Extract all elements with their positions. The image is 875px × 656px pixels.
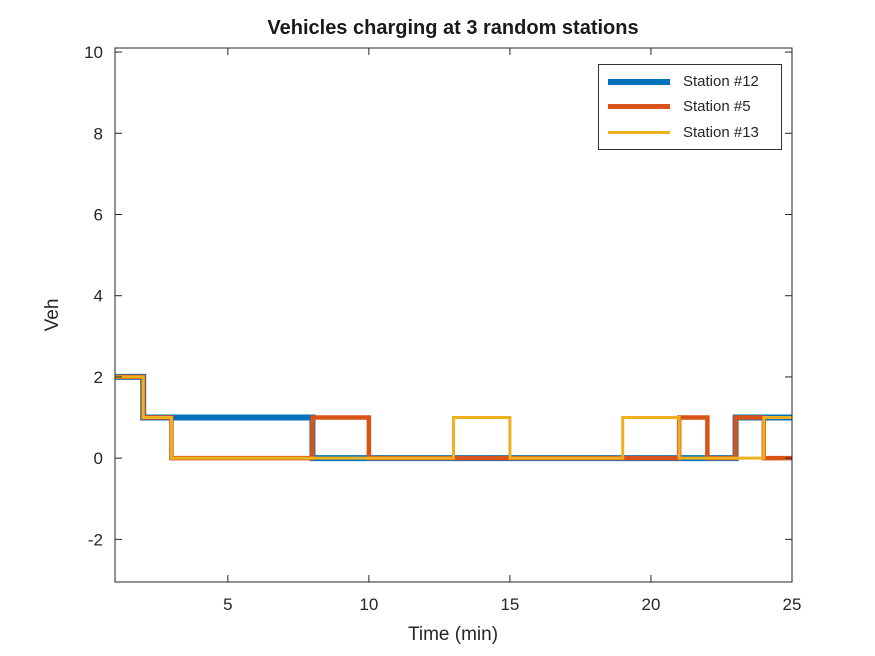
y-tick-label: 4: [94, 287, 103, 306]
legend-entry: Station #5: [608, 98, 781, 115]
x-tick-label: 5: [223, 595, 232, 614]
legend-swatch-line-icon: [608, 104, 670, 110]
x-tick-label: 20: [641, 595, 660, 614]
x-tick-label: 25: [783, 595, 802, 614]
y-tick-labels: -2 0 2 4 6 8 10: [84, 43, 103, 549]
legend-label: Station #5: [683, 98, 751, 116]
x-tick-label: 10: [359, 595, 378, 614]
x-tick-label: 15: [500, 595, 519, 614]
legend-swatch-line-icon: [608, 130, 670, 134]
plot-box: [114, 47, 793, 583]
chart-title: Vehicles charging at 3 random stations: [267, 17, 638, 39]
y-axis-label: Veh: [42, 299, 63, 332]
x-axis-label: Time (min): [408, 624, 498, 645]
y-tick-label: 2: [94, 368, 103, 387]
legend-box: Station #12 Station #5 Station #13: [598, 64, 782, 150]
series-line-station-13: [115, 375, 792, 460]
legend-entry: Station #12: [608, 73, 781, 90]
legend-label: Station #13: [683, 123, 759, 141]
legend-label: Station #12: [683, 73, 759, 91]
y-tick-label: 0: [94, 449, 103, 468]
y-tick-label: 8: [94, 124, 103, 143]
x-tick-labels: 5 10 15 20 25: [223, 595, 801, 614]
y-tick-label: 6: [94, 205, 103, 224]
y-tick-label: -2: [88, 530, 103, 549]
axis-ticks: [115, 48, 793, 582]
series-lines: [115, 373, 792, 462]
legend-swatch-line-icon: [608, 78, 670, 85]
y-tick-label: 10: [84, 43, 103, 62]
legend-entry: Station #13: [608, 124, 781, 141]
